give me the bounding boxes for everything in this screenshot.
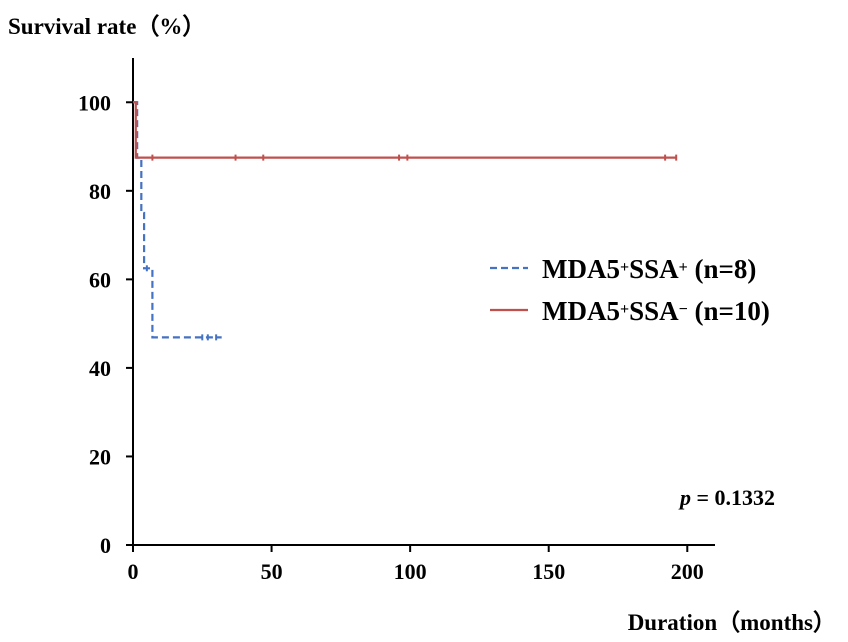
x-axis-title: Duration（months） xyxy=(628,609,836,635)
legend-label-1: MDA5+SSA+ (n=8) xyxy=(542,254,756,284)
y-tick-label: 100 xyxy=(78,90,111,115)
x-tick-label: 0 xyxy=(128,559,139,584)
x-tick-label: 150 xyxy=(532,559,565,584)
p-symbol: p xyxy=(678,485,691,510)
legend: MDA5+SSA+ (n=8) MDA5+SSA− (n=10) xyxy=(490,254,770,326)
series-line-2 xyxy=(133,101,677,159)
x-tick-label: 100 xyxy=(394,559,427,584)
y-tick-label: 80 xyxy=(89,179,111,204)
y-tick-label: 20 xyxy=(89,444,111,469)
y-axis-title: Survival rate（%） xyxy=(8,13,205,39)
x-tick-label: 200 xyxy=(671,559,704,584)
legend-label-2: MDA5+SSA− (n=10) xyxy=(542,296,770,326)
x-tick-label: 50 xyxy=(261,559,283,584)
y-tick-label: 60 xyxy=(89,267,111,292)
series-layer xyxy=(133,101,678,341)
p-value-text: = 0.1332 xyxy=(691,485,775,510)
y-tick-label: 0 xyxy=(100,533,111,558)
axes: 0 50 100 150 200 0 20 40 60 80 100 xyxy=(78,58,715,584)
p-value-annotation: p = 0.1332 xyxy=(678,485,775,510)
y-tick-label: 40 xyxy=(89,356,111,381)
series-line-1 xyxy=(133,101,222,339)
